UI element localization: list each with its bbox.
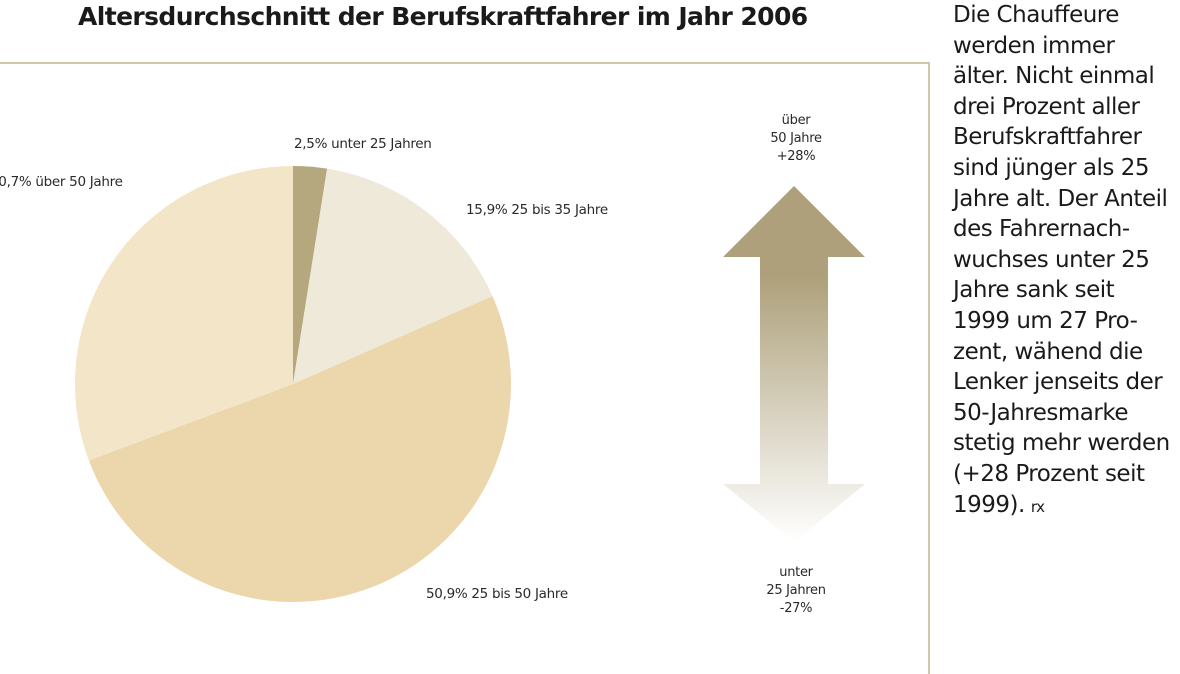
pie-slice <box>293 168 493 384</box>
chart-title: Altersdurchschnitt der Berufskraftfahrer… <box>78 2 808 31</box>
slice-label: 15,9% 25 bis 35 Jahre <box>466 202 608 218</box>
article-line: drei Prozent aller <box>953 93 1140 120</box>
trend-arrow <box>723 186 865 542</box>
article-line: 50-Jahresmarke <box>953 399 1129 426</box>
pie-slices <box>74 166 511 602</box>
arrow-top-line1: über <box>782 113 812 128</box>
article-line: älter. Nicht einmal <box>953 63 1155 90</box>
slice-label: 2,5% unter 25 Jahren <box>294 136 432 152</box>
arrow-top-label: über 50 Jahre +28% <box>770 113 822 164</box>
pie-slice <box>74 166 293 461</box>
article-line: 1999). rx <box>953 491 1045 518</box>
article-line: wuchses unter 25 <box>953 246 1150 273</box>
pie-chart: 2,5% unter 25 Jahren 15,9% 25 bis 35 Jahr… <box>0 113 865 616</box>
article-line: Die Chauffeure <box>953 2 1119 28</box>
article-text: Die Chauffeure werden immer älter. Nicht e… <box>953 0 1180 522</box>
chart-panel: 2,5% unter 25 Jahren 15,9% 25 bis 35 Jahr… <box>0 62 930 674</box>
article-line: werden immer <box>953 32 1115 59</box>
article-line: Lenker jenseits der <box>953 369 1163 396</box>
article-line: zent, wähend die <box>953 338 1143 365</box>
arrow-bottom-label: unter 25 Jahren -27% <box>766 565 826 616</box>
arrow-top-line3: +28% <box>777 149 816 164</box>
article-line: stetig mehr werden <box>953 430 1170 457</box>
article-line: sind jünger als 25 <box>953 154 1149 181</box>
arrow-bottom-line2: 25 Jahren <box>766 583 825 598</box>
pie-slice <box>293 166 328 384</box>
article-line: des Fahrernach- <box>953 216 1130 243</box>
article-line: Jahre sank seit <box>953 277 1115 304</box>
author-signature: rx <box>1030 497 1045 516</box>
arrow-bottom-line1: unter <box>779 565 813 580</box>
arrow-bottom-line3: -27% <box>780 601 812 616</box>
article-line: Berufskraftfahrer <box>953 124 1142 151</box>
double-arrow-icon <box>723 186 865 542</box>
article-line: 1999 um 27 Pro- <box>953 307 1138 334</box>
pie-slice <box>88 296 511 602</box>
arrow-top-line2: 50 Jahre <box>770 131 822 146</box>
article-line: Jahre alt. Der Anteil <box>953 185 1168 212</box>
slice-label: 50,9% 25 bis 50 Jahre <box>426 586 568 602</box>
article-line: (+28 Prozent seit <box>953 460 1145 487</box>
pie-labels: 2,5% unter 25 Jahren 15,9% 25 bis 35 Jahr… <box>0 136 608 602</box>
slice-label: 30,7% über 50 Jahre <box>0 174 123 190</box>
